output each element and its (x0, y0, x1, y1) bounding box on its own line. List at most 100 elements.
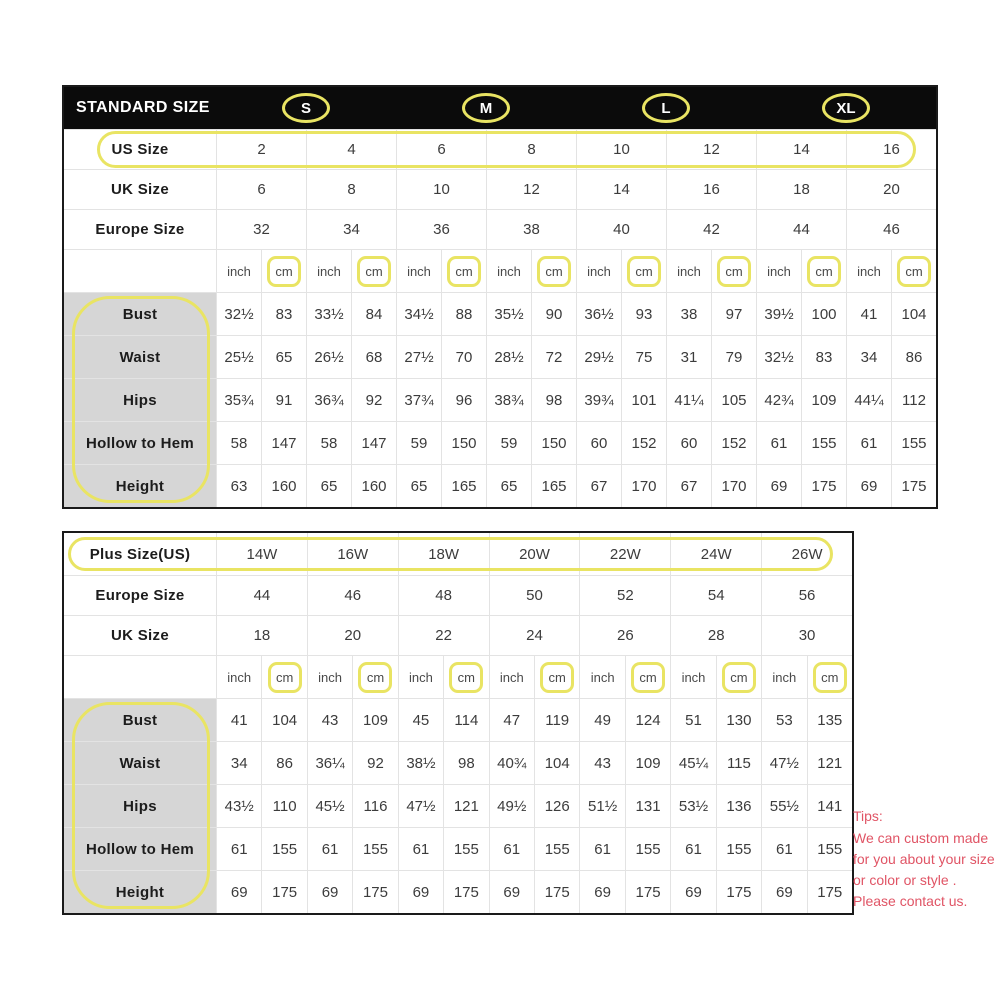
measurement-value-cell: 59 (396, 422, 441, 464)
measurement-value-cell: 155 (891, 422, 936, 464)
measurement-value-cell: 34 (216, 742, 261, 784)
measurement-row: Hollow to Hem 58 147 58 147 59 150 59 150 60 152 60… (64, 421, 936, 464)
measurement-value-cell: 69 (488, 871, 534, 913)
measurement-value-cell: 32½ (216, 293, 261, 335)
measurement-value-cell: 65 (486, 465, 531, 507)
measurement-value-cell: 86 (891, 336, 936, 378)
size-value-cell: 40 (576, 210, 666, 249)
unit-inch-cell: inch (216, 656, 261, 698)
size-value-cell: 22W (579, 533, 670, 575)
measurement-value-cell: 29½ (576, 336, 621, 378)
size-value-cell: 44 (216, 576, 307, 615)
unit-cm-cell: cm (261, 250, 306, 292)
unit-cm-cell: cm (891, 250, 936, 292)
unit-cm-cell: cm (261, 656, 306, 698)
unit-inch-cell: inch (846, 250, 891, 292)
size-value-cell: 18 (756, 170, 846, 209)
measurement-value-cell: 37¾ (396, 379, 441, 421)
measurement-value-cell: 170 (711, 465, 756, 507)
unit-cm-cell: cm (441, 250, 486, 292)
measurement-value-cell: 38½ (397, 742, 443, 784)
measurement-value-cell: 92 (352, 742, 397, 784)
measurement-value-cell: 92 (351, 379, 396, 421)
measurement-value-cell: 109 (352, 699, 397, 741)
measurement-value-cell: 69 (306, 871, 352, 913)
measurement-row: Hollow to Hem 61 155 61 155 61 155 61 155 61 155 61… (64, 827, 852, 870)
size-value-cell: 10 (576, 130, 666, 169)
measurement-value-cell: 175 (806, 871, 852, 913)
measurement-row: Bust 32½ 83 33½ 84 34½ 88 35½ 90 36½ 93 38 97 39½ 100 4… (64, 292, 936, 335)
size-badge-circle: S (282, 93, 330, 123)
measurement-value-cell: 61 (306, 828, 352, 870)
measurement-value-cell: 175 (715, 871, 761, 913)
measurement-value-cell: 175 (801, 465, 846, 507)
measurement-value-cell: 150 (441, 422, 486, 464)
measurement-value-cell: 83 (261, 293, 306, 335)
measurement-value-cell: 155 (715, 828, 761, 870)
measurement-value-cell: 130 (715, 699, 761, 741)
measurement-label: Waist (64, 742, 216, 784)
measurement-label: Waist (64, 336, 216, 378)
row-label: UK Size (111, 627, 169, 644)
cm-highlight-box: cm (267, 661, 302, 693)
size-value-cell: 24W (670, 533, 761, 575)
measurement-label: Hollow to Hem (64, 828, 216, 870)
tips-line: or color or style . (853, 872, 957, 888)
measurement-value-cell: 126 (533, 785, 579, 827)
measurement-row: Waist 25½ 65 26½ 68 27½ 70 28½ 72 29½ 75 31 79 32½ 83 3… (64, 335, 936, 378)
size-value-cell: 14W (216, 533, 307, 575)
measurement-value-cell: 67 (666, 465, 711, 507)
unit-cm-cell: cm (533, 656, 579, 698)
size-value-cell: 56 (761, 576, 852, 615)
measurement-value-cell: 39¾ (576, 379, 621, 421)
measurement-value-cell: 60 (576, 422, 621, 464)
measurement-row: Hips 35¾ 91 36¾ 92 37¾ 96 38¾ 98 39¾ 101 41¼ 105 42¾ 1… (64, 378, 936, 421)
measurement-value-cell: 155 (806, 828, 852, 870)
measurement-row: Height 69 175 69 175 69 175 69 175 69 175 69 175 69 17… (64, 870, 852, 913)
unit-inch-cell: inch (761, 656, 806, 698)
measurement-value-cell: 32½ (756, 336, 801, 378)
measurement-value-cell: 88 (441, 293, 486, 335)
measurement-value-cell: 42¾ (756, 379, 801, 421)
unit-row-label (64, 656, 216, 698)
measurement-value-cell: 69 (216, 871, 261, 913)
measurement-value-cell: 175 (352, 871, 397, 913)
measurement-value-cell: 75 (621, 336, 666, 378)
size-value-cell: 24 (488, 616, 580, 655)
measurement-value-cell: 61 (846, 422, 891, 464)
size-value-cell: 32 (216, 210, 306, 249)
size-badge-circle: L (642, 93, 690, 123)
measurement-value-cell: 152 (711, 422, 756, 464)
measurement-value-cell: 27½ (396, 336, 441, 378)
tips-line: Please contact us. (853, 893, 968, 909)
measurement-value-cell: 61 (488, 828, 534, 870)
unit-inch-cell: inch (488, 656, 534, 698)
unit-inch-cell: inch (306, 250, 351, 292)
unit-cm-cell: cm (801, 250, 846, 292)
measurement-value-cell: 147 (351, 422, 396, 464)
row-label: US Size (111, 141, 169, 158)
unit-inch-cell: inch (216, 250, 261, 292)
unit-inch-cell: inch (579, 656, 624, 698)
size-value-cell: 50 (488, 576, 580, 615)
measurement-value-cell: 104 (533, 742, 579, 784)
measurement-value-cell: 98 (443, 742, 488, 784)
measurement-row: Hips 43½ 110 45½ 116 47½ 121 49½ 126 51½ 131 53½ 136… (64, 784, 852, 827)
measurement-value-cell: 61 (216, 828, 261, 870)
measurement-value-cell: 67 (576, 465, 621, 507)
measurement-value-cell: 36¾ (306, 379, 351, 421)
size-value-cell: 26 (579, 616, 670, 655)
cm-highlight-box: cm (812, 661, 847, 693)
measurement-value-cell: 41¼ (666, 379, 711, 421)
measurement-value-cell: 61 (670, 828, 715, 870)
measurement-value-cell: 61 (761, 828, 806, 870)
measurement-value-cell: 49 (579, 699, 624, 741)
measurement-value-cell: 55½ (761, 785, 806, 827)
unit-cm-cell: cm (443, 656, 488, 698)
measurement-value-cell: 65 (396, 465, 441, 507)
size-value-cell: 38 (486, 210, 576, 249)
measurement-label: Bust (64, 293, 216, 335)
measurement-label: Bust (64, 699, 216, 741)
measurement-value-cell: 69 (761, 871, 806, 913)
size-value-cell: 12 (666, 130, 756, 169)
